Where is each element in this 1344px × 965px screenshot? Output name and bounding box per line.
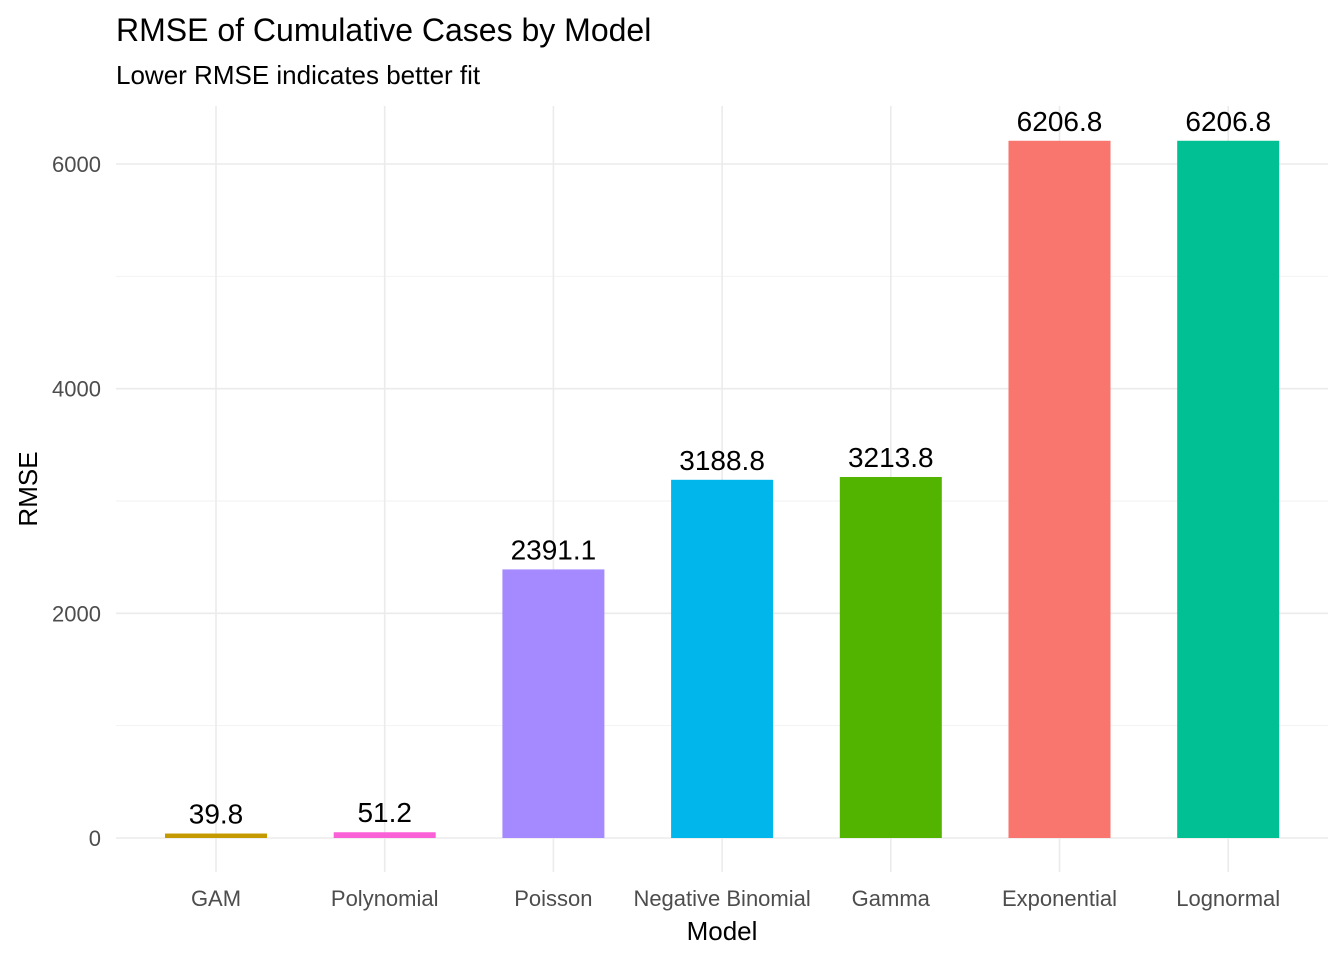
bars [165, 140, 1280, 838]
chart-title: RMSE of Cumulative Cases by Model [116, 12, 651, 48]
chart-subtitle: Lower RMSE indicates better fit [116, 60, 481, 90]
bar-value-labels: 39.8 51.2 2391.1 3188.8 3213.8 6206.8 6206.8 [189, 106, 1271, 830]
bar-value-label: 2391.1 [511, 534, 597, 565]
bar-value-label: 3213.8 [848, 442, 934, 473]
bar-negative-binomial [671, 479, 774, 838]
x-axis-title: Model [687, 916, 758, 946]
bar-value-label: 51.2 [357, 797, 412, 828]
bar-value-label: 6206.8 [1185, 106, 1271, 137]
bar-value-label: 6206.8 [1017, 106, 1103, 137]
x-tick-label: Polynomial [331, 886, 439, 911]
x-axis-ticks: GAM Polynomial Poisson Negative Binomial Gam… [191, 886, 1280, 911]
bar-lognormal [1177, 140, 1280, 838]
x-tick-label: Poisson [514, 886, 592, 911]
bar-polynomial [333, 832, 436, 838]
x-tick-label: Gamma [852, 886, 931, 911]
y-tick-label: 2000 [52, 601, 101, 626]
x-tick-label: Negative Binomial [633, 886, 810, 911]
x-tick-label: Exponential [1002, 886, 1117, 911]
bar-value-label: 3188.8 [679, 445, 765, 476]
bar-poisson [502, 569, 605, 838]
bar-exponential [1008, 140, 1111, 838]
y-tick-label: 0 [89, 826, 101, 851]
y-tick-label: 4000 [52, 377, 101, 402]
x-tick-label: Lognormal [1176, 886, 1280, 911]
bar-gam [165, 833, 267, 838]
y-tick-label: 6000 [52, 152, 101, 177]
x-tick-label: GAM [191, 886, 241, 911]
bar-gamma [839, 476, 942, 838]
y-axis-title: RMSE [13, 451, 43, 526]
y-axis-ticks: 0 2000 4000 6000 [52, 152, 101, 851]
bar-value-label: 39.8 [189, 799, 244, 830]
